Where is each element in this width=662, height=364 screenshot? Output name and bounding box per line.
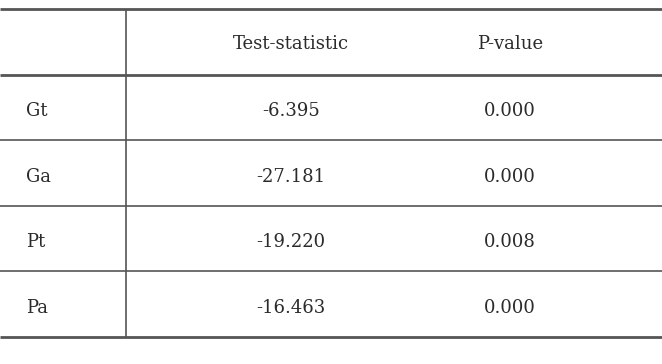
Text: P-value: P-value [477,35,543,53]
Text: -27.181: -27.181 [257,167,326,186]
Text: -19.220: -19.220 [257,233,326,251]
Text: 0.000: 0.000 [484,102,536,120]
Text: Test-statistic: Test-statistic [233,35,350,53]
Text: -16.463: -16.463 [257,298,326,317]
Text: Gt: Gt [26,102,48,120]
Text: Pt: Pt [26,233,46,251]
Text: 0.000: 0.000 [484,167,536,186]
Text: 0.008: 0.008 [484,233,536,251]
Text: -6.395: -6.395 [262,102,320,120]
Text: Pa: Pa [26,298,48,317]
Text: 0.000: 0.000 [484,298,536,317]
Text: Ga: Ga [26,167,52,186]
